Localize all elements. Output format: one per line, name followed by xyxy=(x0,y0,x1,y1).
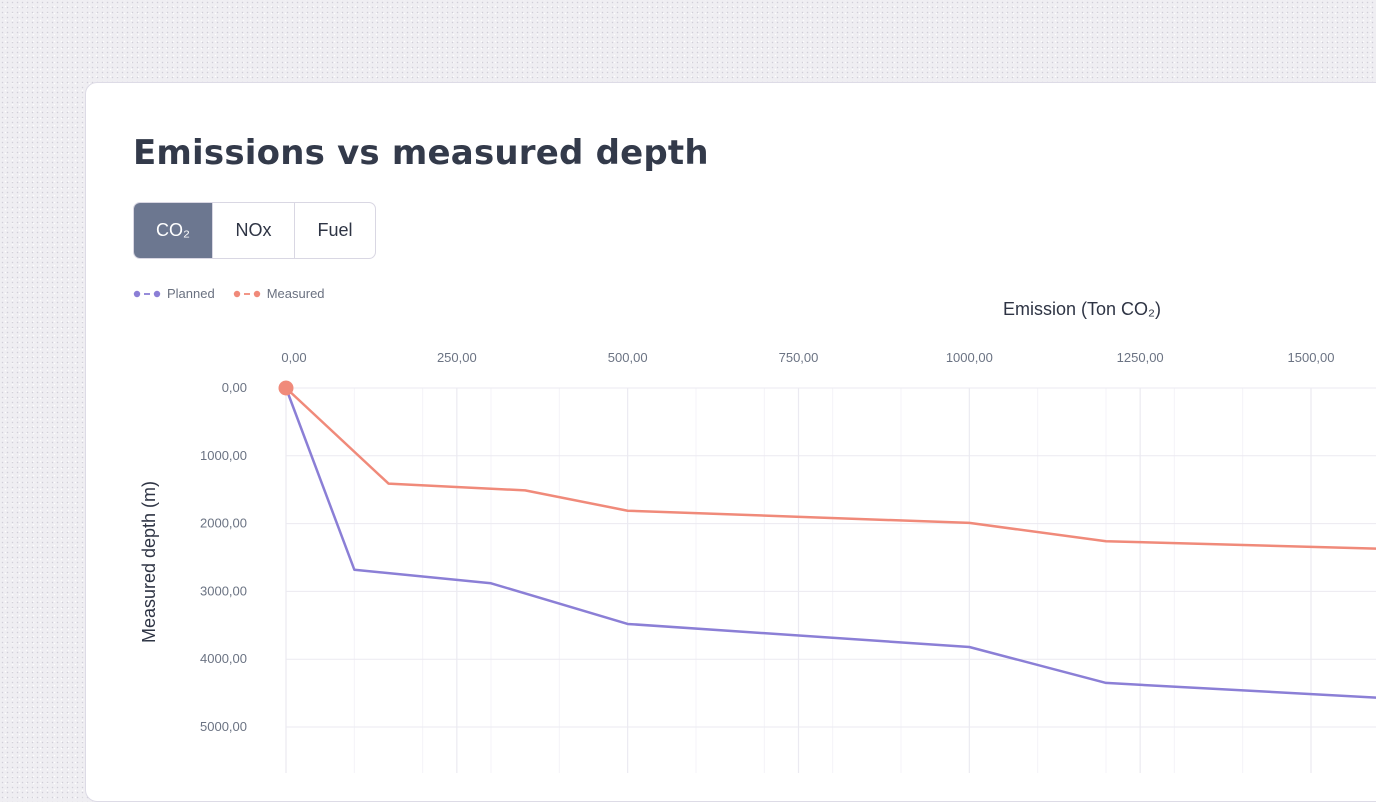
tab-fuel[interactable]: Fuel xyxy=(317,220,353,240)
legend-label-planned: Planned xyxy=(167,286,215,301)
legend-item-measured[interactable]: Measured xyxy=(233,286,325,301)
y-tick-label: 1000,00 xyxy=(200,448,247,463)
tab-co2[interactable]: CO₂ xyxy=(134,203,213,258)
y-tick-label: 4000,00 xyxy=(200,651,247,666)
legend-item-planned[interactable]: Planned xyxy=(133,286,215,301)
x-tick-label: 500,00 xyxy=(608,350,648,365)
y-tick-label: 3000,00 xyxy=(200,583,247,598)
x-tick-label: 1250,00 xyxy=(1117,350,1164,365)
y-tick-label: 5000,00 xyxy=(200,719,247,734)
chart-title: Emissions vs measured depth xyxy=(133,133,709,173)
x-tick-label: 750,00 xyxy=(779,350,819,365)
y-axis-title: Measured depth (m) xyxy=(139,481,159,643)
emissions-chart: 0,00 1000,00 2000,00 3000,00 4000,00 5000,00 0… xyxy=(139,299,1376,773)
series-line-measured xyxy=(284,386,1376,550)
legend-label-measured: Measured xyxy=(266,286,325,301)
legend-marker-planned xyxy=(133,290,161,297)
x-tick-label: 1000,00 xyxy=(946,350,993,365)
chart-legend: Planned Measured xyxy=(133,286,325,301)
x-axis-title: Emission (Ton CO₂) xyxy=(1003,299,1161,319)
emission-type-selector: CO₂ NOx Fuel xyxy=(133,202,376,259)
x-tick-label: 250,00 xyxy=(437,350,477,365)
series-line-planned xyxy=(284,386,1376,699)
y-tick-label: 0,00 xyxy=(222,380,247,395)
y-tick-label: 2000,00 xyxy=(200,516,247,531)
series-start-marker-measured xyxy=(278,380,294,396)
tab-nox[interactable]: NOx xyxy=(213,203,295,258)
x-tick-label: 0,00 xyxy=(281,350,306,365)
x-tick-label: 1500,00 xyxy=(1288,350,1335,365)
legend-marker-measured xyxy=(233,290,260,297)
